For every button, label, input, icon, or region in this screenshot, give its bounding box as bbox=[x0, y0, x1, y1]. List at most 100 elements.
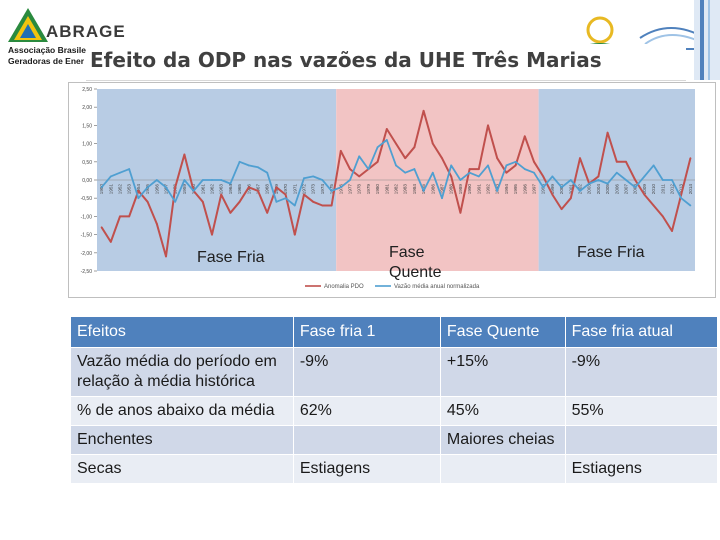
series-point bbox=[496, 157, 499, 160]
x-tick-label: 1968 bbox=[265, 184, 270, 195]
series-point bbox=[330, 204, 333, 207]
table-row: % de anos abaixo da média 62% 45% 55% bbox=[70, 396, 719, 426]
series-point bbox=[155, 222, 158, 225]
chart-frame: 2,50 2,00 1,50 1,00 0,50 0,00 -0,50 -1,00 -1,50 -… bbox=[68, 82, 716, 298]
series-point bbox=[441, 197, 443, 200]
series-point bbox=[514, 164, 517, 167]
series-point bbox=[284, 197, 287, 200]
series-point bbox=[284, 193, 287, 196]
series-point bbox=[395, 142, 397, 145]
series-point bbox=[137, 197, 140, 200]
series-point bbox=[330, 190, 333, 192]
x-tick-label: 1962 bbox=[210, 184, 215, 195]
series-point bbox=[220, 179, 223, 181]
x-tick-label: 1981 bbox=[384, 184, 389, 195]
series-point bbox=[477, 175, 480, 178]
series-point bbox=[413, 146, 416, 149]
series-point bbox=[579, 157, 581, 160]
x-tick-label: 1988 bbox=[449, 184, 454, 195]
x-tick-label: 2011 bbox=[660, 184, 665, 194]
series-point bbox=[606, 131, 609, 134]
header-decoration bbox=[694, 0, 720, 80]
series-point bbox=[597, 179, 600, 181]
x-tick-label: 2008 bbox=[633, 184, 638, 195]
series-point bbox=[487, 124, 489, 127]
series-point bbox=[551, 175, 554, 178]
x-tick-label: 2002 bbox=[578, 184, 583, 195]
series-point bbox=[385, 128, 388, 130]
series-point bbox=[680, 193, 683, 196]
series-point bbox=[155, 179, 158, 181]
x-tick-label: 1951 bbox=[108, 184, 113, 195]
x-tick-label: 1974 bbox=[320, 184, 325, 195]
series-point bbox=[174, 186, 177, 189]
series-point bbox=[238, 160, 241, 163]
series-point bbox=[376, 146, 379, 149]
series-point bbox=[615, 160, 618, 163]
series-point bbox=[523, 168, 526, 170]
series-point bbox=[137, 190, 140, 192]
series-point bbox=[542, 186, 545, 189]
series-point bbox=[404, 157, 407, 160]
phase-label-cold-2: Fase Fria bbox=[577, 244, 645, 261]
series-point bbox=[201, 179, 204, 181]
series-point bbox=[606, 182, 609, 185]
header-effects: Efeitos bbox=[70, 316, 294, 348]
series-point bbox=[211, 179, 213, 181]
series-point bbox=[597, 175, 600, 178]
series-point bbox=[257, 190, 259, 192]
x-tick-label: 2014 bbox=[688, 184, 693, 195]
series-point bbox=[422, 109, 425, 112]
series-point bbox=[643, 193, 646, 196]
series-point bbox=[321, 204, 324, 207]
x-tick-label: 1950 bbox=[99, 184, 104, 195]
series-point bbox=[431, 142, 434, 145]
series-point bbox=[579, 190, 581, 192]
series-point bbox=[671, 230, 673, 232]
series-point bbox=[238, 200, 241, 203]
series-point bbox=[119, 171, 121, 174]
series-point bbox=[569, 179, 572, 181]
series-point bbox=[450, 175, 453, 178]
series-point bbox=[588, 182, 591, 185]
table-cell bbox=[564, 425, 719, 455]
y-tick-label: 2,50 bbox=[82, 87, 92, 93]
series-point bbox=[247, 186, 250, 189]
series-point bbox=[625, 179, 627, 181]
series-point bbox=[652, 204, 655, 207]
series-point bbox=[174, 200, 177, 203]
series-point bbox=[109, 240, 112, 243]
series-point bbox=[441, 157, 443, 160]
series-point bbox=[275, 186, 278, 189]
table-cell: +15% bbox=[439, 347, 566, 397]
x-tick-label: 1989 bbox=[458, 184, 463, 195]
y-tick-label: -1,00 bbox=[81, 214, 93, 220]
x-tick-label: 1995 bbox=[513, 184, 518, 195]
series-point bbox=[183, 153, 186, 156]
series-point bbox=[146, 186, 149, 189]
x-tick-label: 1991 bbox=[476, 184, 481, 195]
x-tick-label: 1965 bbox=[237, 184, 242, 195]
abrage-logo bbox=[8, 8, 48, 42]
x-tick-label: 1975 bbox=[329, 184, 334, 195]
series-point bbox=[514, 160, 517, 163]
y-tick-label: 2,00 bbox=[82, 105, 92, 111]
x-tick-label: 2010 bbox=[651, 184, 656, 195]
series-point bbox=[165, 186, 167, 189]
y-tick-label: -1,50 bbox=[81, 233, 93, 239]
series-point bbox=[257, 166, 259, 169]
series-point bbox=[303, 177, 305, 180]
x-tick-label: 1996 bbox=[522, 184, 527, 195]
legend-label: Vazão média anual normalizada bbox=[394, 284, 480, 290]
series-point bbox=[100, 186, 103, 189]
series-point bbox=[652, 164, 655, 167]
x-tick-label: 1999 bbox=[550, 184, 555, 195]
logo-subtitle-line1: Associação Brasileira bbox=[8, 45, 97, 55]
x-tick-label: 1954 bbox=[136, 184, 141, 195]
x-tick-label: 1979 bbox=[366, 184, 371, 195]
x-tick-label: 2005 bbox=[605, 184, 610, 195]
series-point bbox=[615, 171, 618, 174]
x-tick-label: 1990 bbox=[467, 184, 472, 195]
series-point bbox=[496, 190, 499, 192]
table-cell: % de anos abaixo da média bbox=[70, 396, 294, 426]
